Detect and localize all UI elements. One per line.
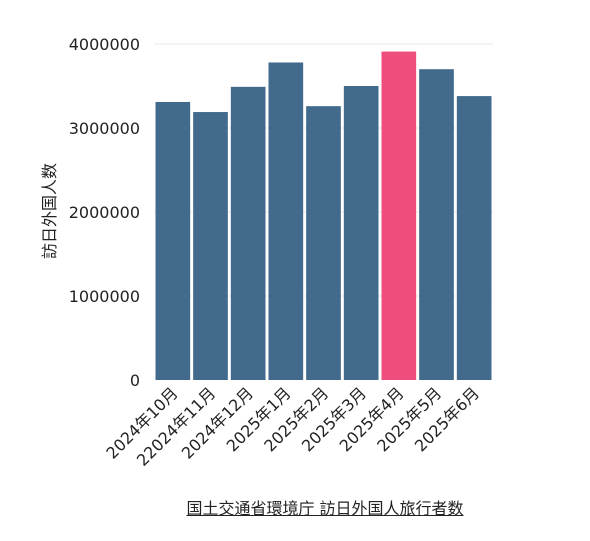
y-tick-label: 2000000 <box>69 203 140 222</box>
source-caption: 国土交通省環境庁 訪日外国人旅行者数 <box>186 499 464 518</box>
bars <box>155 51 492 381</box>
y-tick-label: 4000000 <box>69 35 140 54</box>
bar <box>230 86 266 380</box>
bar <box>419 69 454 380</box>
y-axis-ticks: 0 1000000 2000000 3000000 4000000 <box>69 35 140 390</box>
x-axis-ticks: 2024年10月22024年11月2024年12月2025年1月2025年2月2… <box>102 383 483 469</box>
bar <box>343 86 379 380</box>
bar <box>268 62 304 380</box>
y-tick-label: 0 <box>130 371 140 390</box>
bar <box>155 101 191 381</box>
bar <box>193 112 228 380</box>
y-axis-title: 訪日外国人数 <box>40 163 59 259</box>
bar <box>456 96 492 380</box>
y-tick-label: 1000000 <box>69 287 140 306</box>
y-tick-label: 3000000 <box>69 119 140 138</box>
bar <box>306 106 341 380</box>
bar <box>381 51 417 381</box>
